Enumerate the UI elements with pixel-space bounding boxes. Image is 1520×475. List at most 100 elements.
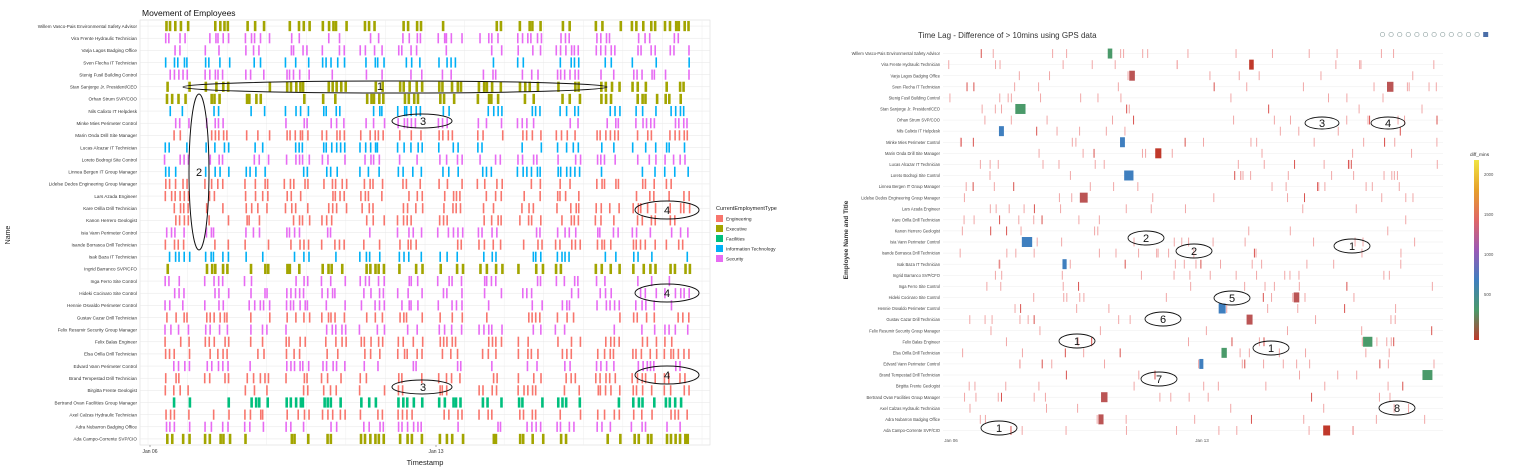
left-mark xyxy=(306,166,309,177)
right-lag-mark xyxy=(1033,204,1035,214)
left-mark xyxy=(519,409,521,420)
left-mark xyxy=(481,227,483,238)
left-mark xyxy=(608,33,611,44)
left-mark xyxy=(226,263,229,275)
right-lag-mark xyxy=(1147,49,1149,58)
legend-label: Executive xyxy=(726,227,747,233)
left-mark xyxy=(244,33,247,44)
right-lag-mark xyxy=(1324,381,1326,391)
left-mark xyxy=(396,105,399,117)
right-lag-mark xyxy=(1046,403,1047,413)
autoscale-icon[interactable] xyxy=(1440,31,1446,38)
left-mark xyxy=(491,251,494,262)
zoom-icon[interactable] xyxy=(1388,31,1394,38)
hover-compare-icon[interactable] xyxy=(1474,31,1480,38)
left-mark xyxy=(244,433,247,445)
right-lag-mark xyxy=(1071,137,1073,147)
left-mark xyxy=(483,324,485,335)
left-mark xyxy=(482,69,485,80)
left-mark xyxy=(578,166,581,177)
left-mark xyxy=(485,275,488,287)
spike-icon[interactable] xyxy=(1457,31,1463,38)
left-mark xyxy=(406,409,408,420)
right-lag-mark xyxy=(989,204,991,214)
right-lag-mark xyxy=(1261,259,1263,269)
right-lag-mark xyxy=(961,226,963,236)
right-lag-mark xyxy=(1097,226,1099,236)
left-mark xyxy=(614,154,616,165)
right-lag-mark xyxy=(1064,348,1066,358)
left-mark xyxy=(686,118,688,129)
hover-closest-icon[interactable] xyxy=(1465,31,1472,38)
left-mark xyxy=(339,81,343,92)
legend-swatch xyxy=(716,235,723,242)
left-mark xyxy=(359,251,361,262)
left-mark xyxy=(683,288,685,299)
zoom-in-icon[interactable] xyxy=(1422,31,1429,38)
plotly-logo-icon[interactable] xyxy=(1483,32,1489,37)
left-mark xyxy=(267,239,270,250)
toolbar-icon-shape xyxy=(1457,31,1463,38)
left-mark xyxy=(402,336,405,347)
right-lag-mark xyxy=(1408,82,1410,92)
left-mark xyxy=(381,69,383,80)
left-mark xyxy=(221,275,224,287)
left-mark xyxy=(637,251,639,262)
left-mark xyxy=(289,397,293,408)
left-mark xyxy=(492,203,495,214)
left-mark xyxy=(600,93,603,105)
left-mark xyxy=(441,20,445,32)
left-mark xyxy=(257,397,261,408)
left-mark xyxy=(618,203,620,214)
left-mark xyxy=(447,227,450,238)
left-mark xyxy=(539,190,541,202)
right-lag-mark xyxy=(1271,49,1273,58)
left-mark xyxy=(335,81,338,92)
right-lag-mark xyxy=(984,414,986,424)
box-select-icon[interactable] xyxy=(1405,31,1411,38)
left-mark xyxy=(536,166,539,177)
left-mark xyxy=(223,142,226,153)
left-mark xyxy=(168,300,171,311)
left-mark xyxy=(209,154,212,165)
left-mark xyxy=(531,300,534,311)
left-mark xyxy=(214,288,216,299)
left-mark xyxy=(307,130,309,141)
left-mark xyxy=(188,336,190,347)
lasso-icon[interactable] xyxy=(1414,31,1420,38)
zoom-out-icon[interactable] xyxy=(1431,31,1437,38)
left-row-label: Stan Sanjorge Jr. President/CEO xyxy=(70,85,138,90)
reset-icon[interactable] xyxy=(1448,31,1454,38)
pan-icon[interactable] xyxy=(1397,31,1403,38)
left-mark xyxy=(487,409,489,420)
left-mark xyxy=(188,433,191,445)
left-mark xyxy=(379,348,381,360)
left-mark xyxy=(522,166,524,177)
left-mark xyxy=(374,397,378,408)
left-mark xyxy=(417,421,419,432)
left-mark xyxy=(565,105,568,117)
left-mark xyxy=(210,263,214,275)
right-lag-mark xyxy=(1250,137,1252,147)
left-mark xyxy=(177,360,180,372)
toolbar-icon-shape xyxy=(1405,31,1411,38)
left-mark xyxy=(577,203,580,214)
left-mark xyxy=(254,178,257,190)
right-lag-mark xyxy=(1354,237,1356,247)
left-mark xyxy=(170,324,172,335)
left-mark xyxy=(665,239,668,250)
left-mark xyxy=(336,348,339,360)
left-mark xyxy=(564,433,568,445)
left-mark xyxy=(688,57,690,68)
annotation-label: 7 xyxy=(1156,374,1162,386)
camera-icon[interactable] xyxy=(1379,31,1386,38)
right-lag-mark xyxy=(1220,259,1222,269)
left-mark xyxy=(445,385,448,396)
left-mark xyxy=(254,142,256,153)
left-mark xyxy=(179,154,181,165)
left-mark xyxy=(646,433,650,445)
left-mark xyxy=(539,421,542,432)
left-mark xyxy=(264,288,266,299)
left-mark xyxy=(343,142,346,153)
left-mark xyxy=(483,251,485,262)
